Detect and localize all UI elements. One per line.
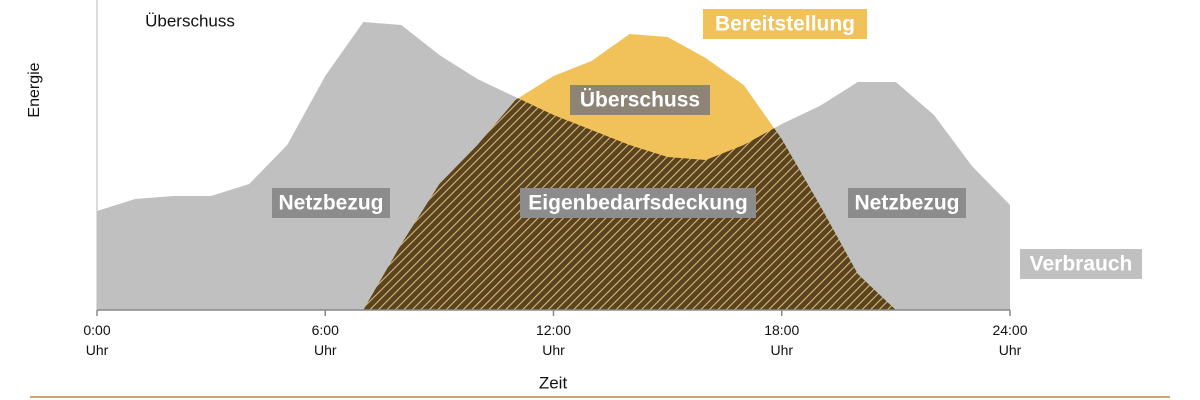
self-consumption-area	[363, 34, 896, 310]
legend-box	[703, 9, 867, 39]
x-tick-label: 12:00 Uhr	[535, 322, 572, 358]
legend-box	[1020, 249, 1142, 279]
annotation-box	[520, 188, 756, 218]
annotation: Überschuss	[580, 89, 700, 112]
annotation-box	[272, 188, 390, 218]
annotation-box	[570, 85, 710, 115]
legend-label: Bereitstellung	[715, 13, 855, 36]
legend-label: Verbrauch	[1030, 253, 1133, 276]
annotation: Überschuss	[145, 11, 235, 30]
x-axis-label: Zeit	[539, 373, 568, 392]
annotation-box	[848, 188, 966, 218]
x-tick-label: 24:00 Uhr	[992, 322, 1028, 358]
annotation: Netzbezug	[279, 192, 384, 215]
annotation: Eigenbedarfsdeckung	[528, 192, 747, 215]
x-tick-label: 18:00 Uhr	[764, 322, 800, 358]
x-tick-label: 0:00 Uhr	[83, 322, 111, 358]
x-tick-label: 6:00 Uhr	[311, 322, 339, 358]
y-axis-label: Energie	[26, 62, 43, 117]
annotation: Netzbezug	[855, 192, 960, 215]
